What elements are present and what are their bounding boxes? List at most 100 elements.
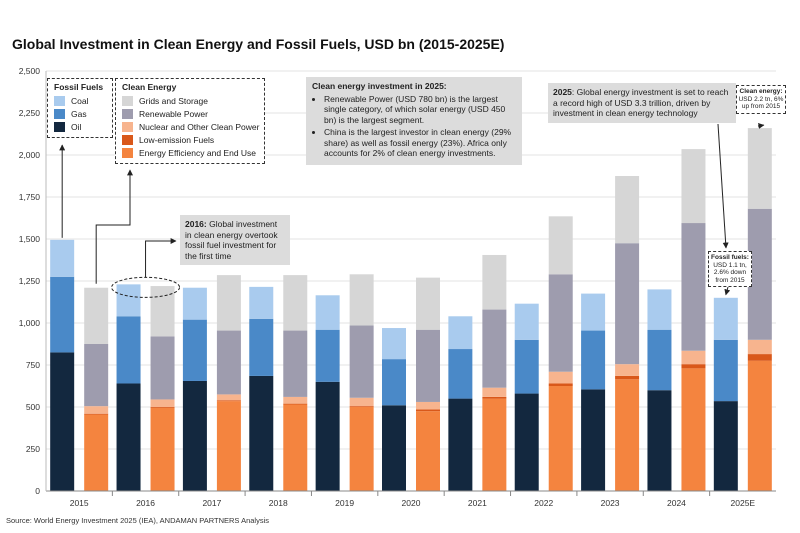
source-note: Source: World Energy Investment 2025 (IE… [6, 516, 270, 525]
bar-segment-nuclear-and-other-clean-power [615, 364, 640, 376]
bar-segment-nuclear-and-other-clean-power [416, 401, 440, 410]
note-record: 2025: Global energy investment is set to… [548, 83, 736, 123]
note-2016-text: Global investment in clean energy overto… [185, 219, 278, 261]
bar-segment-renewable-power [216, 330, 241, 395]
bar-segment-grids-and-storage [615, 176, 640, 244]
bar-segment-coal [713, 297, 738, 340]
bar-segment-low-emission-fuels [747, 354, 772, 361]
bar-segment-coal [50, 239, 75, 277]
bar-segment-coal [249, 286, 274, 319]
note-2025-bullet: Renewable Power (USD 780 bn) is the larg… [324, 94, 516, 126]
note-2025-title: Clean energy investment in 2025: [312, 81, 447, 91]
bar-segment-nuclear-and-other-clean-power [349, 397, 374, 407]
legend-swatch [122, 108, 133, 119]
bar-segment-oil [713, 401, 738, 491]
bar-segment-oil [514, 393, 539, 491]
bar-segment-grids-and-storage [747, 128, 772, 209]
bar-segment-gas [182, 319, 207, 381]
y-tick-label: 1,500 [19, 234, 41, 244]
legend-clean: Clean Energy Grids and Storage Renewable … [115, 78, 265, 164]
x-tick-label: 2015 [70, 498, 89, 508]
clean-legend-connector [95, 169, 133, 284]
fossil-callout-arrow [724, 286, 731, 296]
annotations [59, 122, 765, 298]
bar-segment-nuclear-and-other-clean-power [283, 396, 308, 404]
fossil-legend-item: Coal [54, 94, 106, 107]
note-2016: 2016: Global investment in clean energy … [180, 215, 290, 265]
bar-segment-nuclear-and-other-clean-power [150, 399, 175, 407]
bars [50, 128, 772, 491]
bar-segment-oil [116, 383, 141, 491]
bar-segment-low-emission-fuels [482, 396, 507, 399]
bar-segment-gas [581, 330, 606, 390]
chart-title: Global Investment in Clean Energy and Fo… [12, 36, 505, 52]
bar-segment-energy-efficiency-and-end-use [349, 407, 374, 491]
bar-segment-gas [382, 359, 406, 406]
bar-segment-renewable-power [416, 329, 440, 402]
bar-segment-low-emission-fuels [548, 383, 573, 386]
y-tick-label: 1,250 [19, 276, 41, 286]
bar-segment-energy-efficiency-and-end-use [681, 368, 706, 491]
x-tick-label: 2019 [335, 498, 354, 508]
bar-segment-coal [448, 316, 473, 350]
bar-segment-oil [315, 381, 340, 491]
x-tick-label: 2025E [731, 498, 756, 508]
bar-segment-low-emission-fuels [681, 364, 706, 369]
bar-segment-low-emission-fuels [150, 407, 175, 408]
bar-segment-coal [315, 295, 340, 330]
clean-legend-item: Low-emission Fuels [122, 133, 258, 146]
legend-label: Renewable Power [139, 108, 208, 119]
bar-segment-renewable-power [349, 325, 374, 398]
bar-segment-oil [50, 352, 75, 491]
legend-label: Oil [71, 121, 82, 132]
bar-segment-coal [116, 284, 141, 317]
y-tick-label: 1,000 [19, 318, 41, 328]
bar-segment-oil [448, 398, 473, 491]
bar-segment-coal [514, 303, 539, 340]
legend-label: Coal [71, 95, 89, 106]
bar-segment-coal [581, 293, 606, 331]
x-tick-label: 2020 [402, 498, 421, 508]
bar-segment-gas [50, 276, 75, 353]
bar-segment-gas [647, 329, 672, 391]
bar-segment-low-emission-fuels [416, 409, 440, 412]
legend-swatch [122, 134, 133, 145]
legend-swatch [54, 108, 65, 119]
y-tick-label: 2,000 [19, 150, 41, 160]
x-tick-label: 2017 [202, 498, 221, 508]
legend-label: Gas [71, 108, 87, 119]
note-2025: Clean energy investment in 2025: Renewab… [306, 77, 522, 165]
bar-segment-oil [382, 405, 406, 491]
note-record-text: : Global energy investment is set to rea… [553, 87, 729, 118]
bar-segment-oil [647, 390, 672, 491]
bar-segment-gas [448, 349, 473, 399]
note-2016-bold: 2016: [185, 219, 207, 229]
y-tick-label: 0 [35, 486, 40, 496]
bar-segment-low-emission-fuels [283, 403, 308, 405]
bar-segment-nuclear-and-other-clean-power [84, 406, 109, 414]
x-tick-label: 2021 [468, 498, 487, 508]
fossil-callout-bold: Fossil fuels: [711, 254, 749, 261]
y-tick-label: 2,500 [19, 66, 41, 76]
fossil-legend-item: Gas [54, 107, 106, 120]
legend-swatch [122, 95, 133, 106]
bar-segment-energy-efficiency-and-end-use [283, 404, 308, 491]
fossil-fuels-callout: Fossil fuels: USD 1.1 tn, 2.6% down from… [708, 251, 752, 287]
clean-legend-item: Nuclear and Other Clean Power [122, 120, 259, 133]
bar-segment-renewable-power [482, 309, 507, 388]
y-tick-label: 500 [26, 402, 40, 412]
bar-segment-oil [581, 389, 606, 491]
bar-segment-coal [382, 328, 406, 360]
bar-segment-nuclear-and-other-clean-power [216, 394, 241, 401]
fossil-callout-text: USD 1.1 tn, 2.6% down from 2015 [713, 261, 747, 284]
bar-segment-grids-and-storage [416, 277, 440, 330]
y-tick-label: 750 [26, 360, 40, 370]
clean-legend-item: Energy Efficiency and End Use [122, 146, 258, 159]
clean-legend-item: Renewable Power [122, 107, 258, 120]
bar-segment-grids-and-storage [482, 254, 507, 310]
fossil-legend-item: Oil [54, 120, 106, 133]
bar-segment-grids-and-storage [681, 149, 706, 224]
bar-segment-renewable-power [150, 336, 175, 400]
y-tick-label: 2,250 [19, 108, 41, 118]
bar-segment-oil [182, 380, 207, 491]
